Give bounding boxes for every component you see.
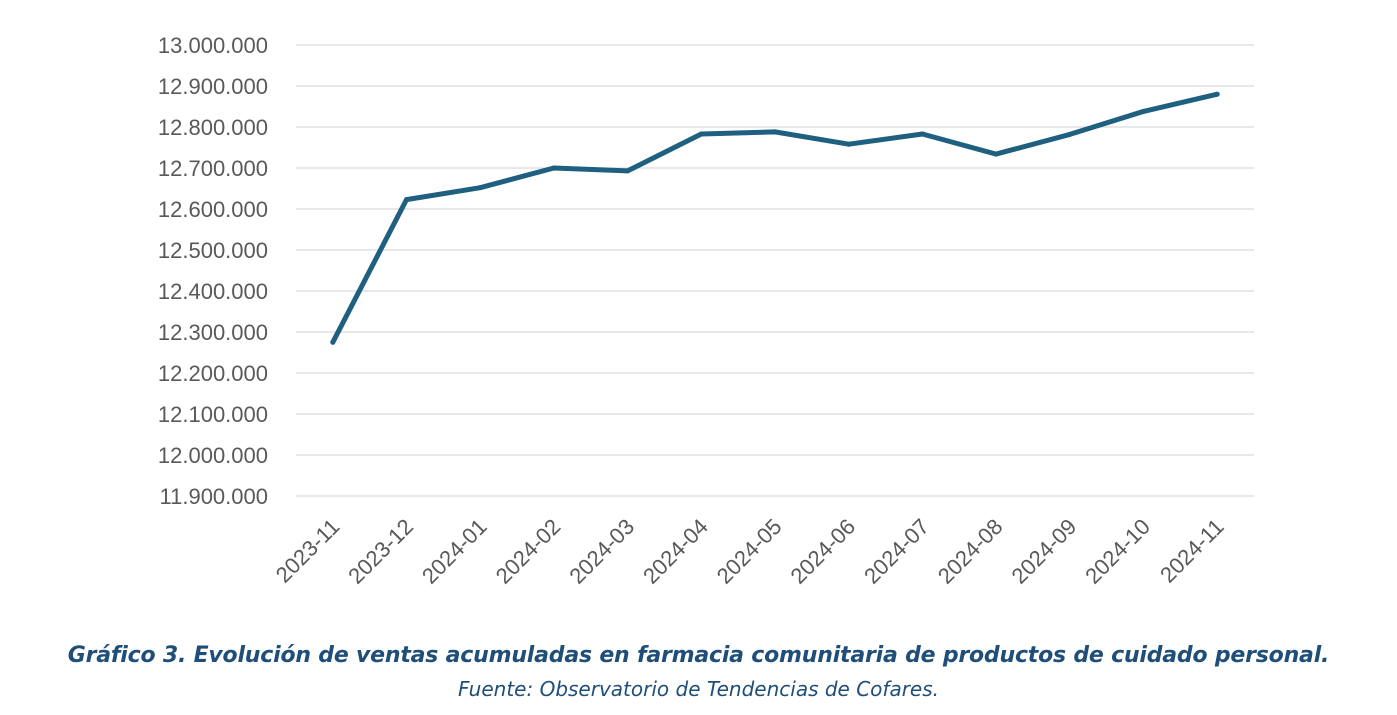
- y-tick-label: 12.800.000: [158, 115, 268, 140]
- data-point: [1067, 131, 1073, 137]
- x-tick-label: 2024-10: [1080, 514, 1155, 589]
- data-point: [1214, 91, 1220, 97]
- data-point: [698, 131, 704, 137]
- y-axis-tick-labels: 11.900.000 12.000.000 12.100.000 12.200.000…: [158, 33, 268, 509]
- data-point: [919, 131, 925, 137]
- x-tick-label: 2023-11: [271, 514, 345, 588]
- x-tick-label: 2024-07: [859, 514, 934, 589]
- x-tick-label: 2024-01: [417, 514, 492, 589]
- data-point: [772, 129, 778, 135]
- data-point: [1140, 108, 1146, 114]
- x-tick-label: 2023-12: [343, 514, 418, 589]
- x-tick-label: 2024-06: [785, 514, 860, 589]
- line-chart: 11.900.000 12.000.000 12.100.000 12.200.000…: [158, 33, 1254, 589]
- data-point: [404, 197, 410, 203]
- x-tick-label: 2024-02: [491, 514, 566, 589]
- x-tick-label: 2024-09: [1007, 514, 1082, 589]
- y-tick-label: 12.600.000: [158, 197, 268, 222]
- figure-caption-title: Gráfico 3. Evolución de ventas acumulada…: [67, 643, 1330, 668]
- x-tick-label: 2024-08: [933, 514, 1008, 589]
- data-point: [477, 185, 483, 191]
- y-tick-label: 12.100.000: [158, 402, 268, 427]
- x-tick-label: 2024-11: [1155, 514, 1229, 588]
- y-tick-label: 12.500.000: [158, 238, 268, 263]
- data-point: [551, 165, 557, 171]
- x-tick-label: 2024-05: [712, 514, 787, 589]
- series-layer: [330, 91, 1220, 345]
- x-tick-label: 2024-03: [564, 514, 639, 589]
- data-point: [846, 141, 852, 147]
- y-tick-label: 11.900.000: [160, 484, 268, 509]
- y-tick-label: 12.300.000: [158, 320, 268, 345]
- gridlines: [296, 44, 1254, 497]
- y-tick-label: 12.200.000: [158, 361, 268, 386]
- y-tick-label: 12.400.000: [158, 279, 268, 304]
- data-point: [993, 151, 999, 157]
- y-tick-label: 13.000.000: [158, 33, 268, 58]
- x-axis-tick-labels: 2023-112023-122024-012024-022024-032024-…: [271, 514, 1229, 589]
- data-point: [330, 339, 336, 345]
- x-tick-label: 2024-04: [638, 514, 713, 589]
- data-point: [625, 168, 631, 174]
- y-tick-label: 12.700.000: [158, 156, 268, 181]
- y-tick-label: 12.900.000: [158, 74, 268, 99]
- y-tick-label: 12.000.000: [158, 443, 268, 468]
- figure-caption-source: Fuente: Observatorio de Tendencias de Co…: [457, 677, 940, 701]
